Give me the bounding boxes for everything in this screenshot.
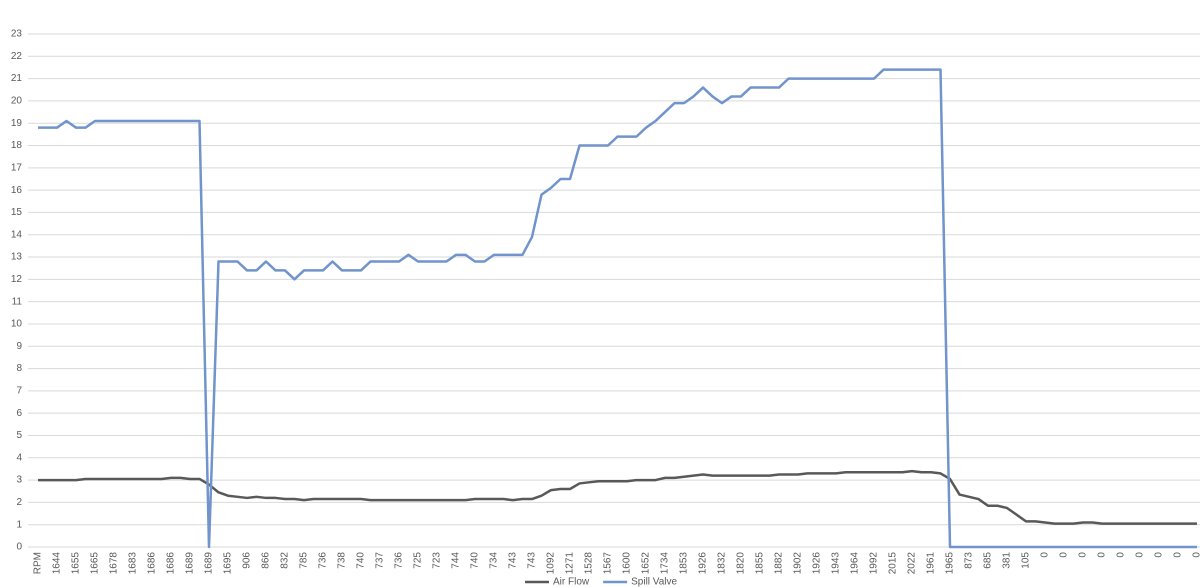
y-tick-label: 23 bbox=[11, 29, 23, 40]
x-tick-label: 685 bbox=[983, 552, 994, 569]
legend-label: Air Flow bbox=[553, 577, 590, 587]
y-tick-label: 16 bbox=[11, 185, 23, 196]
y-tick-label: 5 bbox=[16, 430, 22, 441]
x-tick-label: 1882 bbox=[774, 552, 785, 575]
x-tick-label: 0 bbox=[1173, 552, 1184, 558]
x-tick-label: 873 bbox=[964, 552, 975, 569]
y-tick-label: 19 bbox=[11, 118, 23, 129]
x-tick-label: 1600 bbox=[622, 552, 633, 575]
x-tick-label: 1926 bbox=[812, 552, 823, 575]
x-tick-label: 744 bbox=[451, 552, 462, 569]
x-tick-label: 1965 bbox=[945, 552, 956, 575]
x-tick-label: 740 bbox=[470, 552, 481, 569]
x-tick-label: 1695 bbox=[223, 552, 234, 575]
x-tick-label: 1655 bbox=[71, 552, 82, 575]
series-line bbox=[38, 68, 1197, 549]
y-tick-label: 6 bbox=[16, 408, 22, 419]
x-tick-label: 2022 bbox=[907, 552, 918, 575]
x-tick-label: 1855 bbox=[755, 552, 766, 575]
x-tick-label: 737 bbox=[375, 552, 386, 569]
y-tick-label: 2 bbox=[16, 497, 22, 508]
x-tick-label: 1689 bbox=[185, 552, 196, 575]
y-tick-label: 21 bbox=[11, 73, 23, 84]
x-tick-label: 1686 bbox=[147, 552, 158, 575]
legend-label: Spill Valve bbox=[631, 577, 677, 587]
x-tick-label: 866 bbox=[261, 552, 272, 569]
x-tick-label: 743 bbox=[508, 552, 519, 569]
y-tick-label: 18 bbox=[11, 140, 23, 151]
x-tick-label: 1943 bbox=[831, 552, 842, 575]
x-tick-label: 738 bbox=[337, 552, 348, 569]
x-tick-label: 1683 bbox=[128, 552, 139, 575]
series-line bbox=[38, 469, 1197, 525]
x-tick-label: 1686 bbox=[166, 552, 177, 575]
x-tick-label: 736 bbox=[318, 552, 329, 569]
y-tick-label: 9 bbox=[16, 341, 22, 352]
y-tick-label: 11 bbox=[12, 296, 23, 307]
x-tick-label: 1926 bbox=[698, 552, 709, 575]
x-tick-label: 0 bbox=[1116, 552, 1127, 558]
x-tick-label: 0 bbox=[1059, 552, 1070, 558]
x-tick-label: 785 bbox=[299, 552, 310, 569]
x-tick-label: 723 bbox=[432, 552, 443, 569]
x-tick-label: 1820 bbox=[736, 552, 747, 575]
x-tick-label: 0 bbox=[1097, 552, 1108, 558]
x-tick-label: 725 bbox=[413, 552, 424, 569]
x-tick-label: 1964 bbox=[850, 552, 861, 575]
x-tick-label: 2015 bbox=[888, 552, 899, 575]
x-tick-label: 1902 bbox=[793, 552, 804, 575]
y-tick-label: 17 bbox=[11, 162, 23, 173]
x-tick-label: 1665 bbox=[90, 552, 101, 575]
y-tick-label: 8 bbox=[16, 363, 22, 374]
x-tick-label: 0 bbox=[1192, 552, 1200, 558]
y-tick-label: 3 bbox=[16, 475, 22, 486]
x-tick-label: 1853 bbox=[679, 552, 690, 575]
x-tick-label: 0 bbox=[1154, 552, 1165, 558]
y-tick-label: 15 bbox=[11, 207, 23, 218]
x-tick-label: 1961 bbox=[926, 552, 937, 575]
y-tick-label: 10 bbox=[11, 319, 23, 330]
x-tick-label: 740 bbox=[356, 552, 367, 569]
x-tick-label: 1092 bbox=[546, 552, 557, 575]
y-tick-label: 1 bbox=[16, 519, 22, 530]
x-tick-label: 1644 bbox=[52, 552, 63, 575]
y-tick-label: 0 bbox=[16, 542, 22, 553]
x-tick-label: 906 bbox=[242, 552, 253, 569]
x-tick-label: 734 bbox=[489, 552, 500, 569]
y-tick-label: 12 bbox=[11, 274, 23, 285]
x-tick-label: 381 bbox=[1002, 552, 1013, 569]
x-tick-label: 0 bbox=[1040, 552, 1051, 558]
x-tick-label: 736 bbox=[394, 552, 405, 569]
x-tick-label: 1271 bbox=[565, 552, 576, 575]
x-tick-label: 0 bbox=[1135, 552, 1146, 558]
x-tick-label: RPM bbox=[33, 552, 44, 574]
x-tick-label: 0 bbox=[1078, 552, 1089, 558]
x-tick-label: 832 bbox=[280, 552, 291, 569]
y-tick-label: 4 bbox=[16, 452, 22, 463]
y-tick-label: 22 bbox=[11, 51, 23, 62]
y-tick-label: 14 bbox=[11, 229, 23, 240]
x-tick-label: 1992 bbox=[869, 552, 880, 575]
x-tick-label: 1678 bbox=[109, 552, 120, 575]
x-tick-label: 1567 bbox=[603, 552, 614, 575]
x-tick-label: 1652 bbox=[641, 552, 652, 575]
y-tick-label: 13 bbox=[11, 252, 23, 263]
y-tick-label: 20 bbox=[11, 96, 23, 107]
x-tick-label: 1528 bbox=[584, 552, 595, 575]
y-tick-label: 7 bbox=[16, 386, 22, 397]
x-tick-label: 1832 bbox=[717, 552, 728, 575]
x-tick-label: 1689 bbox=[204, 552, 215, 575]
x-tick-label: 1734 bbox=[660, 552, 671, 575]
x-tick-label: 105 bbox=[1021, 552, 1032, 569]
x-tick-label: 743 bbox=[527, 552, 538, 569]
